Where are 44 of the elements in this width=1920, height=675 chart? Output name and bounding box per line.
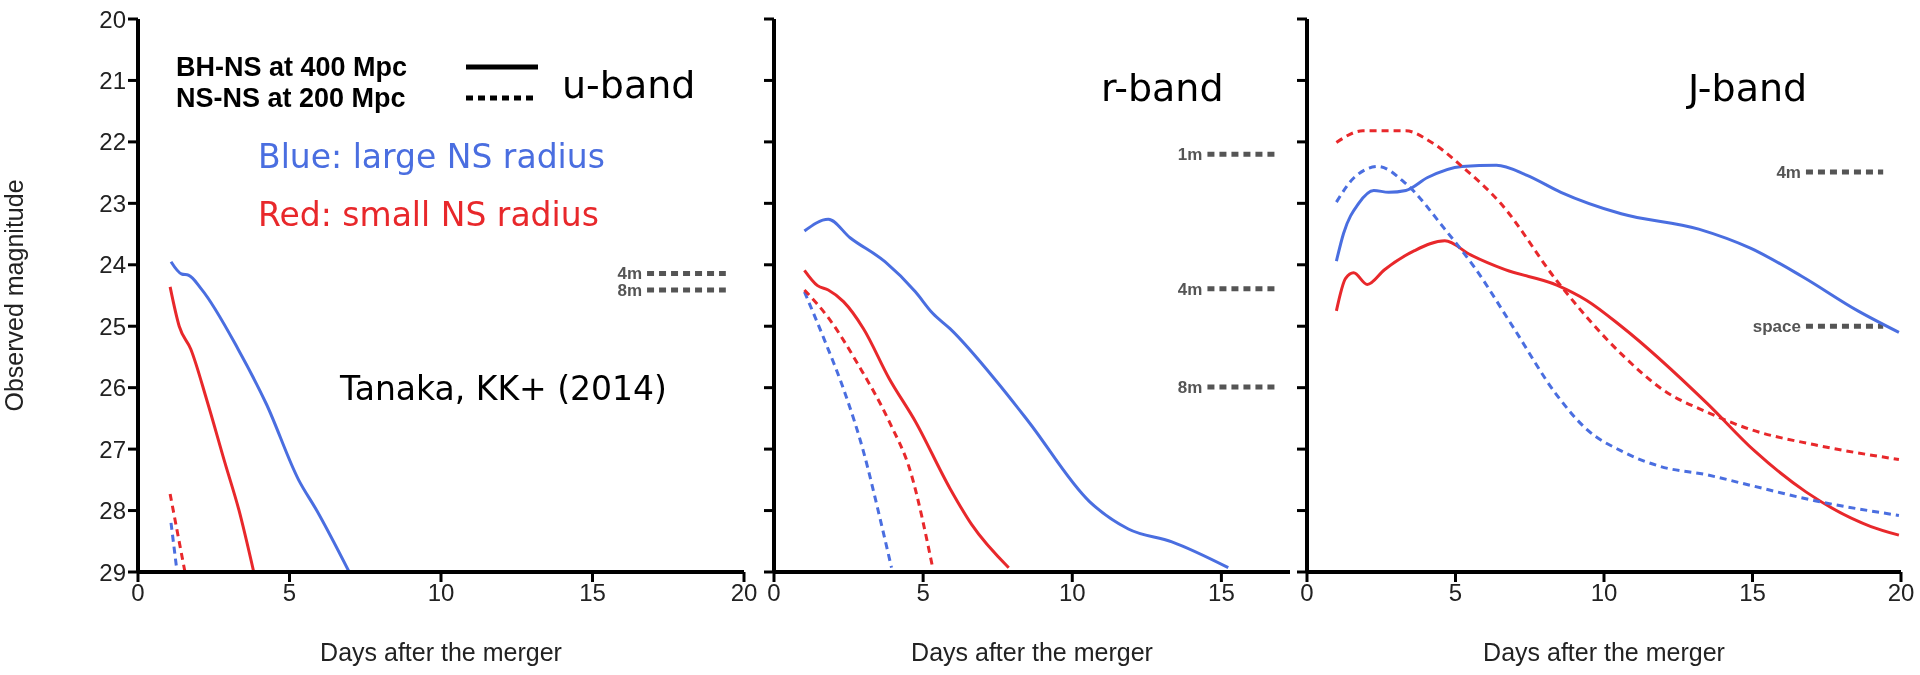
x-tick-label: 15 bbox=[579, 579, 606, 607]
x-tick-label: 20 bbox=[1887, 579, 1915, 607]
line-series bbox=[168, 285, 256, 572]
x-axis-title: Days after the merger bbox=[911, 638, 1153, 666]
x-axis-title: Days after the merger bbox=[1483, 638, 1725, 666]
ref-line-label: 4m bbox=[617, 264, 643, 284]
x-tick-label: 0 bbox=[767, 579, 781, 607]
y-axis-title: Observed magnitude bbox=[0, 179, 28, 412]
ref-line-label: 8m bbox=[617, 281, 643, 301]
y-tick-label: 21 bbox=[99, 66, 126, 94]
x-tick-label: 20 bbox=[730, 579, 758, 607]
x-tick-label: 15 bbox=[1208, 579, 1235, 607]
y-tick-label: 26 bbox=[99, 374, 126, 402]
y-tick-label: 29 bbox=[99, 558, 126, 586]
ref-line-label: 4m bbox=[1177, 279, 1203, 299]
x-tick-label: 10 bbox=[1590, 579, 1618, 607]
ref-line-label: 8m bbox=[1177, 378, 1203, 398]
x-axis-title: Days after the merger bbox=[320, 638, 562, 666]
y-tick-label: 22 bbox=[99, 128, 126, 156]
x-tick-label: 0 bbox=[1300, 579, 1314, 607]
annotation: Red: small NS radius bbox=[258, 194, 599, 234]
annotation: Tanaka, KK+ (2014) bbox=[340, 368, 667, 408]
y-tick-label: 24 bbox=[99, 251, 126, 279]
y-tick-label: 27 bbox=[99, 435, 126, 463]
x-tick-label: 5 bbox=[1448, 579, 1463, 607]
x-tick-label: 5 bbox=[282, 579, 297, 607]
y-tick-label: 28 bbox=[99, 497, 126, 525]
x-tick-label: 10 bbox=[1058, 579, 1086, 607]
x-tick-label: 10 bbox=[427, 579, 455, 607]
annotation: BH-NS at 400 Mpc bbox=[176, 51, 408, 83]
text: J-band bbox=[1688, 66, 1808, 110]
x-tick-label: 0 bbox=[131, 579, 145, 607]
y-tick-label: 23 bbox=[99, 189, 126, 217]
text: u-band bbox=[562, 63, 696, 107]
y-tick-label: 25 bbox=[99, 312, 126, 340]
ref-line-label: 4m bbox=[1776, 163, 1801, 183]
y-tick-label: 20 bbox=[99, 5, 126, 33]
ref-line-label: space bbox=[1752, 317, 1801, 337]
text: r-band bbox=[1101, 66, 1224, 110]
annotation: NS-NS at 200 Mpc bbox=[176, 82, 406, 114]
ref-line-label: 1m bbox=[1177, 145, 1203, 165]
annotation: Blue: large NS radius bbox=[258, 136, 605, 176]
x-tick-label: 5 bbox=[916, 579, 930, 607]
x-tick-label: 15 bbox=[1739, 579, 1766, 607]
